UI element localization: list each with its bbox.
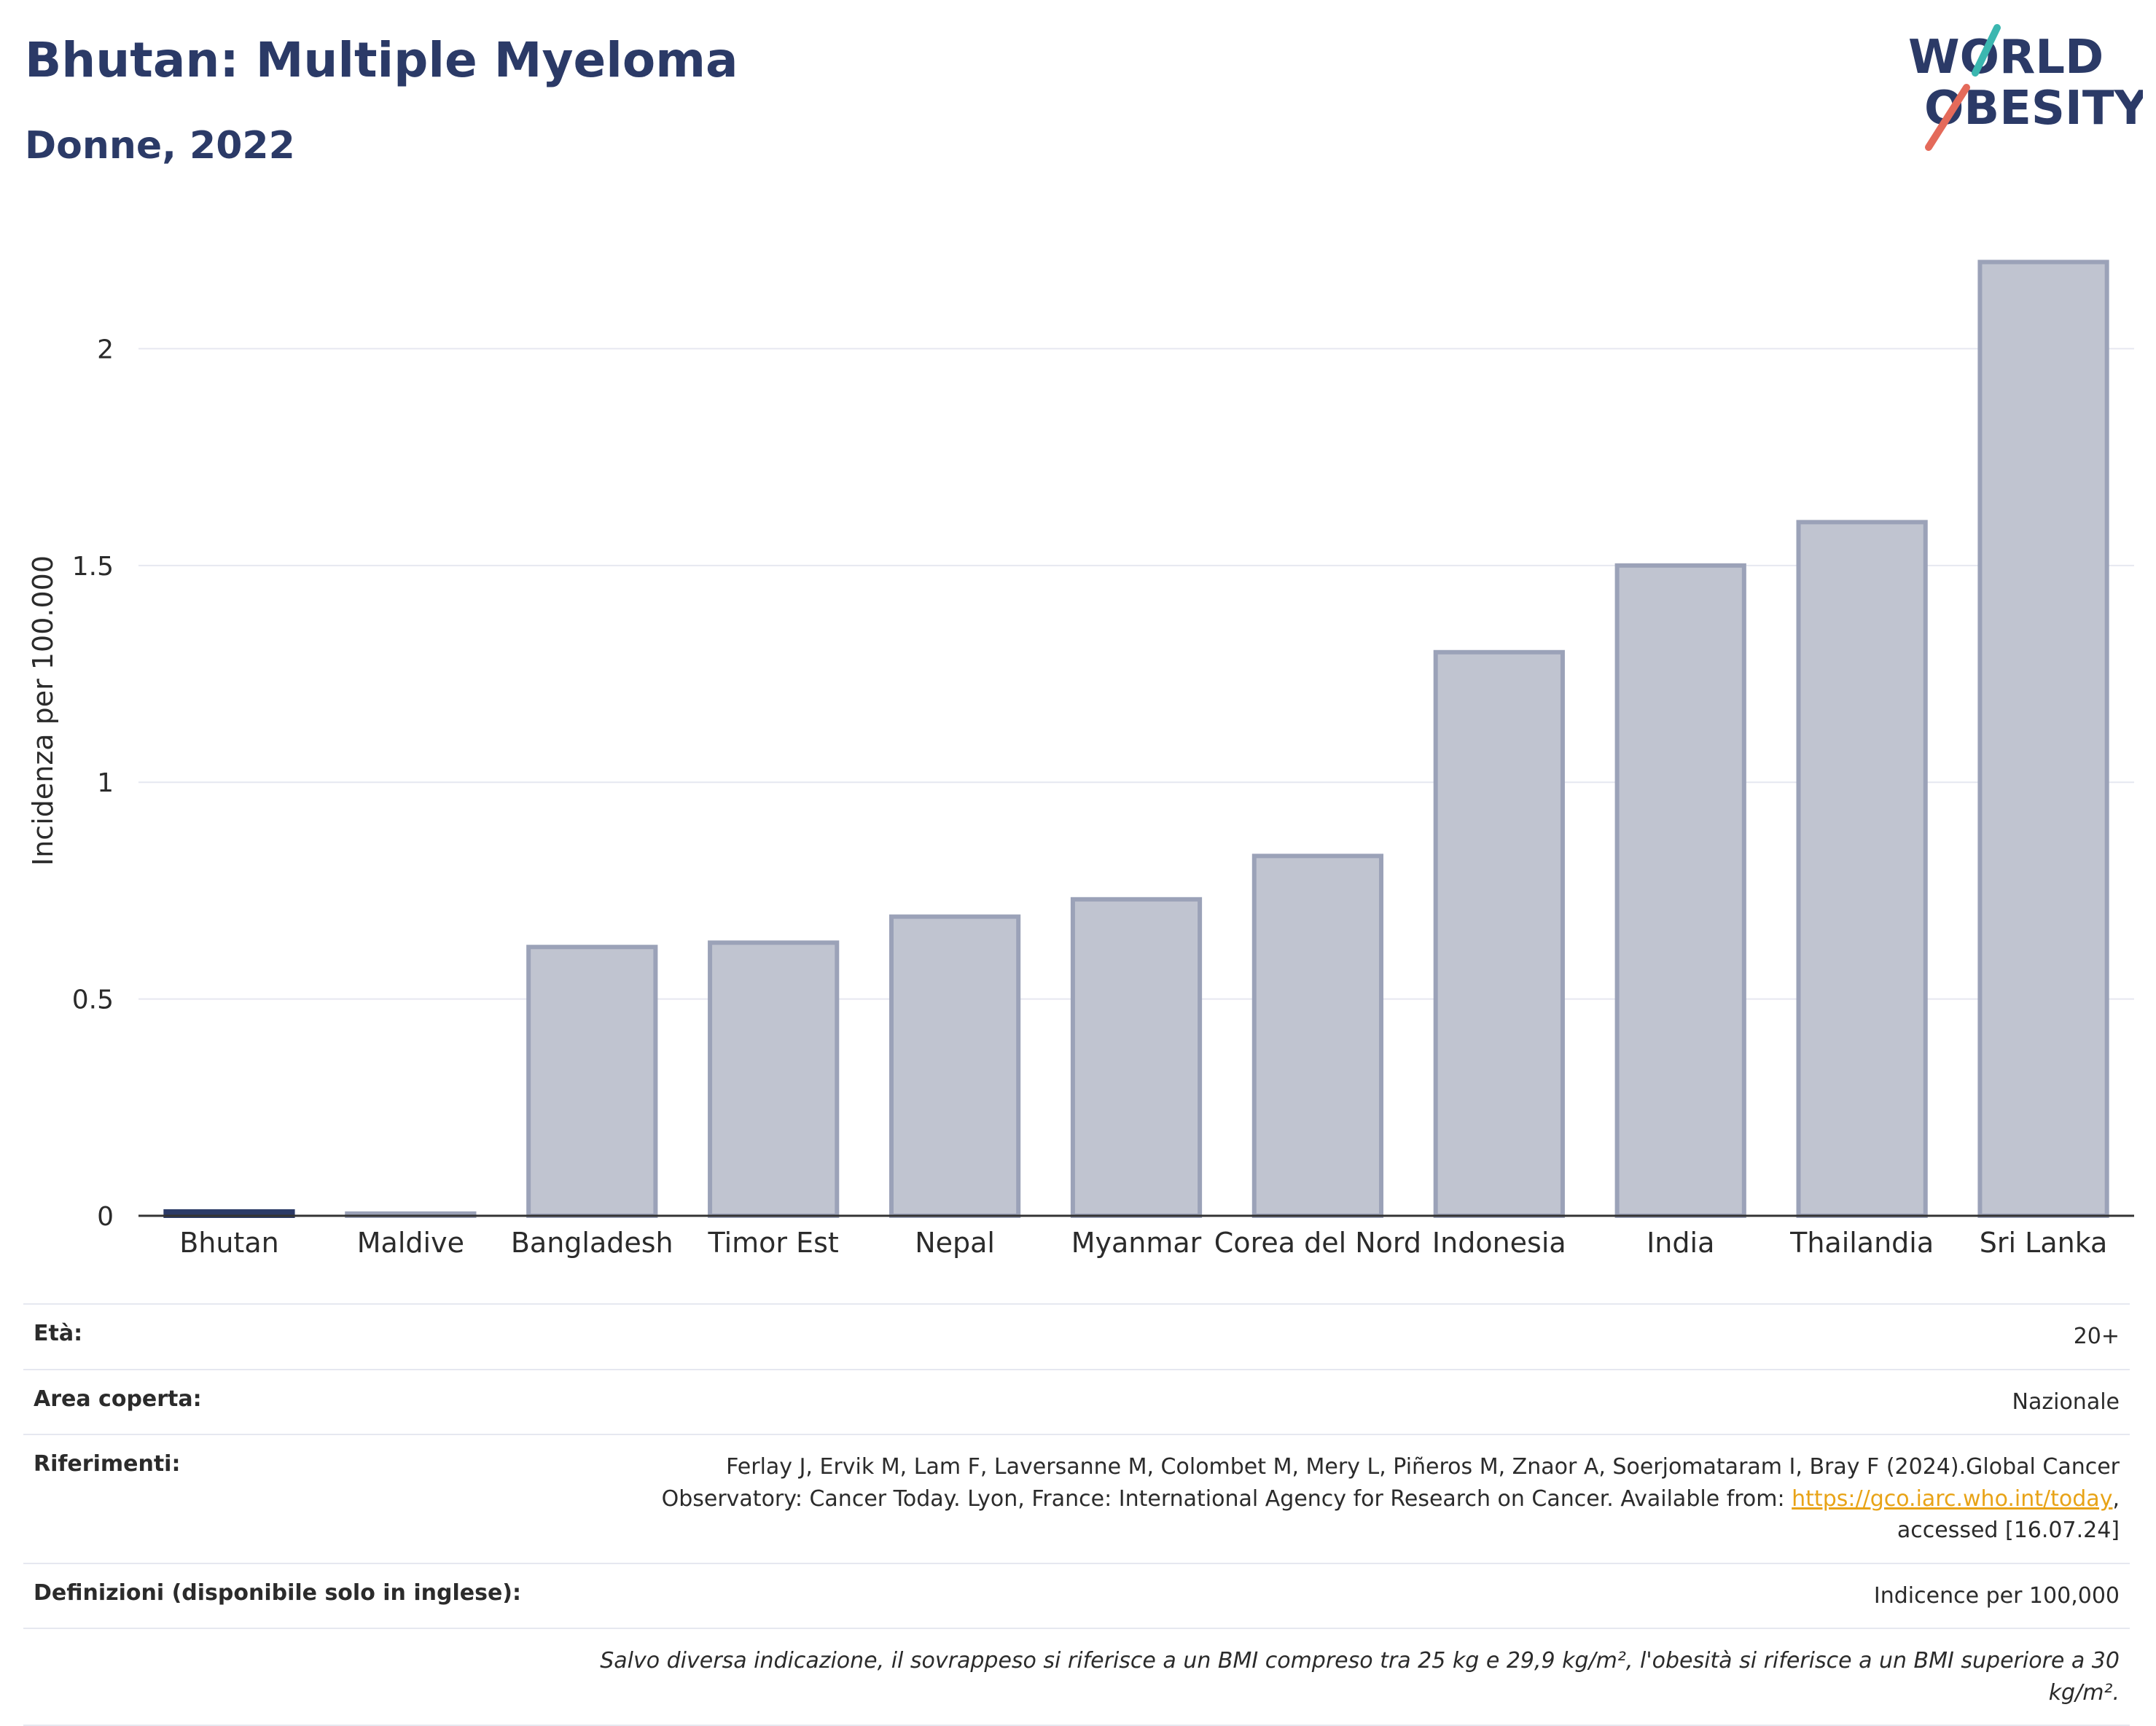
x-tick-label: India	[1647, 1227, 1714, 1259]
info-row-definitions: Definizioni (disponibile solo in inglese…	[23, 1562, 2130, 1628]
bar-myanmar	[1070, 897, 1203, 1219]
bar-nepal	[888, 914, 1021, 1218]
info-row-area: Area coperta: Nazionale	[23, 1368, 2130, 1434]
area-value: Nazionale	[2012, 1389, 2120, 1415]
y-tick-label: 1.5	[72, 552, 114, 582]
definitions-value: Indicence per 100,000	[1873, 1582, 2120, 1609]
info-row-footnote: Salvo diversa indicazione, il sovrappeso…	[23, 1628, 2130, 1726]
bars	[163, 259, 2109, 1219]
x-tick-label: Myanmar	[1071, 1227, 1202, 1259]
age-label: Età:	[34, 1321, 83, 1346]
world-obesity-logo: WORLD OBESITY	[1908, 24, 2143, 151]
logo-word-world: WORLD	[1908, 31, 2104, 85]
bar-chart: 0 0.5 1 1.5 2 Bhutan Maldive Bangladesh Timor E…	[27, 259, 2134, 1259]
info-row-references: Riferimenti: Ferlay J, Ervik M, Lam F, L…	[23, 1434, 2130, 1563]
bar-indonesia	[1433, 649, 1565, 1218]
definitions-label: Definizioni (disponibile solo in inglese…	[34, 1579, 521, 1606]
x-tick-label: Maldive	[357, 1227, 464, 1259]
bar-thailandia	[1796, 520, 1928, 1218]
references-text-1: Ferlay J, Ervik M, Lam F, Laversanne M, …	[661, 1454, 2120, 1512]
bar-corea-del-nord	[1251, 854, 1384, 1218]
y-tick-label: 0	[97, 1202, 114, 1232]
x-tick-label: Bangladesh	[511, 1227, 673, 1259]
bar-timor-est	[708, 940, 840, 1219]
x-tick-label: Bhutan	[179, 1227, 279, 1259]
x-tick-label: Sri Lanka	[1980, 1227, 2108, 1259]
x-axis-labels: Bhutan Maldive Bangladesh Timor Est Nepal Mya…	[179, 1227, 2107, 1259]
y-axis-label: Incidenza per 100.000	[27, 555, 59, 866]
footnote-text: Salvo diversa indicazione, il sovrappeso…	[600, 1648, 2120, 1706]
info-table: Età: 20+ Area coperta: Nazionale Riferim…	[23, 1303, 2130, 1726]
references-text-2: , accessed [16.07.24]	[1897, 1485, 2120, 1544]
logo-slash-teal	[1972, 24, 2001, 77]
y-tick-label: 0.5	[72, 985, 114, 1015]
references-link[interactable]: https://gco.iarc.who.int/today	[1792, 1485, 2113, 1512]
bar-sri-lanka	[1977, 259, 2109, 1218]
x-tick-label: Corea del Nord	[1214, 1227, 1421, 1259]
x-tick-label: Thailandia	[1789, 1227, 1934, 1259]
area-label: Area coperta:	[34, 1386, 202, 1412]
chart-subtitle: Donne, 2022	[25, 124, 295, 168]
references-label: Riferimenti:	[34, 1451, 181, 1477]
chart-title: Bhutan: Multiple Myeloma	[25, 32, 738, 88]
age-value: 20+	[2073, 1324, 2120, 1349]
bar-bangladesh	[526, 945, 658, 1218]
y-tick-label: 2	[97, 335, 114, 364]
x-tick-label: Nepal	[915, 1227, 995, 1259]
x-tick-label: Indonesia	[1432, 1227, 1566, 1259]
y-tick-label: 1	[97, 768, 114, 798]
x-tick-label: Timor Est	[708, 1227, 839, 1259]
info-row-age: Età: 20+	[23, 1303, 2130, 1369]
y-axis-ticks: 0 0.5 1 1.5 2	[72, 335, 114, 1232]
bar-india	[1614, 563, 1746, 1218]
references-value: Ferlay J, Ervik M, Lam F, Laversanne M, …	[589, 1451, 2120, 1547]
logo-slash-red	[1925, 84, 1970, 151]
